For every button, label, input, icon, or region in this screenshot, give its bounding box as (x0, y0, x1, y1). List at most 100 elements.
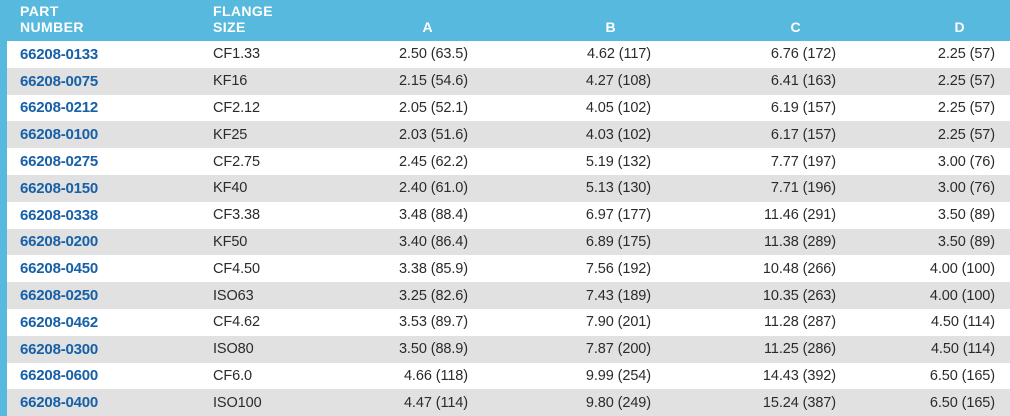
part-number-cell[interactable]: 66208-0075 (20, 72, 99, 90)
table-row: 66208-0150 KF40 2.40 (61.0) 5.13 (130) 7.71 … (0, 174, 1010, 202)
dim-b-cell: 9.99 (254) (585, 367, 651, 384)
dim-b-cell: 4.62 (117) (586, 46, 651, 63)
table-row: 66208-0462 CF4.62 3.53 (89.7) 7.90 (201) 11.… (0, 309, 1010, 336)
dim-b-cell: 6.97 (177) (585, 207, 651, 224)
header-row: PART NUMBER FLANGE SIZE A B C D (0, 0, 1010, 41)
dim-a-cell: 4.47 (114) (403, 394, 468, 411)
flange-size-cell: KF25 (213, 126, 248, 143)
flange-size-cell: ISO80 (213, 341, 254, 358)
dim-b-cell: 7.87 (200) (585, 341, 651, 358)
part-number-cell[interactable]: 66208-0275 (20, 153, 99, 171)
dim-d-cell: 6.50 (165) (929, 394, 995, 411)
part-number-cell[interactable]: 66208-0200 (20, 233, 99, 251)
table-row: 66208-0300 ISO80 3.50 (88.9) 7.87 (200) 11.2… (0, 335, 1010, 363)
dim-a-cell: 2.45 (62.2) (398, 153, 468, 170)
part-number-cell[interactable]: 66208-0250 (20, 287, 99, 305)
dim-a-cell: 2.05 (52.1) (398, 99, 468, 116)
dim-d-cell: 4.50 (114) (930, 341, 995, 358)
dim-d-cell: 4.00 (100) (929, 260, 995, 277)
dim-a-cell: 2.15 (54.6) (398, 73, 468, 90)
dim-c-cell: 15.24 (387) (762, 394, 836, 411)
part-number-cell[interactable]: 66208-0133 (20, 45, 99, 63)
flange-size-cell: CF2.12 (213, 99, 260, 116)
dim-d-cell: 3.00 (76) (937, 153, 995, 170)
dim-b-cell: 6.89 (175) (585, 233, 651, 250)
dim-c-cell: 11.46 (291) (764, 207, 836, 224)
dim-d-cell: 2.25 (57) (937, 126, 995, 143)
part-number-cell[interactable]: 66208-0150 (20, 179, 99, 197)
dim-a-cell: 2.50 (63.5) (398, 46, 468, 63)
dim-c-cell: 6.19 (157) (770, 99, 836, 116)
part-number-cell[interactable]: 66208-0300 (20, 340, 99, 358)
flange-size-cell: CF6.0 (213, 367, 252, 384)
dim-b-cell: 5.13 (130) (585, 180, 651, 197)
left-accent-bar (0, 0, 7, 416)
header-dim-b: B (500, 0, 680, 41)
dim-a-cell: 2.03 (51.6) (398, 126, 468, 143)
header-dim-a: A (330, 0, 500, 41)
dim-c-cell: 6.17 (157) (770, 126, 836, 143)
table-row: 66208-0338 CF3.38 3.48 (88.4) 6.97 (177) 11.… (0, 202, 1010, 229)
dim-a-cell: 3.50 (88.9) (398, 341, 468, 358)
table-row: 66208-0275 CF2.75 2.45 (62.2) 5.19 (132) 7.7… (0, 148, 1010, 175)
part-number-cell[interactable]: 66208-0100 (20, 126, 99, 144)
dim-d-cell: 4.50 (114) (930, 314, 995, 331)
flange-size-cell: KF50 (213, 233, 248, 250)
table-body: 66208-0133 CF1.33 2.50 (63.5) 4.62 (117) 6.7… (0, 41, 1010, 416)
dim-d-cell: 3.50 (89) (937, 207, 995, 224)
header-part-number: PART NUMBER (0, 0, 200, 41)
flange-size-cell: ISO63 (213, 287, 254, 304)
flange-size-cell: CF2.75 (213, 153, 260, 170)
dim-b-cell: 5.19 (132) (585, 153, 651, 170)
part-number-cell[interactable]: 66208-0462 (20, 313, 99, 331)
dim-a-cell: 4.66 (118) (403, 367, 468, 384)
part-number-cell[interactable]: 66208-0600 (20, 367, 99, 385)
dim-d-cell: 6.50 (165) (929, 367, 995, 384)
table-row: 66208-0600 CF6.0 4.66 (118) 9.99 (254) 14.43… (0, 363, 1010, 390)
dim-b-cell: 7.43 (189) (585, 287, 651, 304)
dim-d-cell: 3.00 (76) (937, 180, 995, 197)
dim-c-cell: 6.41 (163) (770, 73, 836, 90)
table-row: 66208-0200 KF50 3.40 (86.4) 6.89 (175) 11.38… (0, 228, 1010, 256)
table-row: 66208-0450 CF4.50 3.38 (85.9) 7.56 (192) 10.… (0, 255, 1010, 282)
dim-c-cell: 7.77 (197) (770, 153, 836, 170)
dim-d-cell: 2.25 (57) (937, 99, 995, 116)
table-header: PART NUMBER FLANGE SIZE A B C D (0, 0, 1010, 41)
part-number-cell[interactable]: 66208-0338 (20, 206, 99, 224)
flange-size-cell: ISO100 (213, 394, 262, 411)
header-dim-d: D (857, 0, 1010, 41)
dim-b-cell: 4.05 (102) (585, 99, 651, 116)
table-row: 66208-0133 CF1.33 2.50 (63.5) 4.62 (117) 6.7… (0, 41, 1010, 68)
table-row: 66208-0212 CF2.12 2.05 (52.1) 4.05 (102) 6.1… (0, 95, 1010, 122)
table-row: 66208-0100 KF25 2.03 (51.6) 4.03 (102) 6.17 … (0, 121, 1010, 149)
header-dim-c: C (680, 0, 857, 41)
table-row: 66208-0250 ISO63 3.25 (82.6) 7.43 (189) 10.3… (0, 282, 1010, 309)
header-flange-size: FLANGE SIZE (200, 0, 330, 41)
dim-d-cell: 2.25 (57) (937, 73, 995, 90)
dim-b-cell: 7.90 (201) (585, 314, 651, 331)
flange-size-cell: KF40 (213, 180, 248, 197)
dim-a-cell: 2.40 (61.0) (398, 180, 468, 197)
dim-c-cell: 6.76 (172) (770, 46, 836, 63)
table-row: 66208-0075 KF16 2.15 (54.6) 4.27 (108) 6.41 … (0, 67, 1010, 95)
dim-b-cell: 7.56 (192) (585, 260, 651, 277)
dim-d-cell: 4.00 (100) (929, 287, 995, 304)
flange-size-cell: CF4.62 (213, 314, 260, 331)
dim-c-cell: 11.28 (287) (764, 314, 836, 331)
dim-a-cell: 3.53 (89.7) (398, 314, 468, 331)
part-number-cell[interactable]: 66208-0400 (20, 394, 99, 412)
part-number-cell[interactable]: 66208-0212 (20, 99, 99, 117)
table-row: 66208-0400 ISO100 4.47 (114) 9.80 (249) 15.2… (0, 389, 1010, 416)
dim-c-cell: 10.48 (266) (762, 260, 836, 277)
part-number-cell[interactable]: 66208-0450 (20, 260, 99, 278)
dim-b-cell: 4.03 (102) (585, 126, 651, 143)
dim-b-cell: 4.27 (108) (585, 73, 651, 90)
flange-size-cell: CF4.50 (213, 260, 260, 277)
flange-size-cell: CF1.33 (213, 46, 260, 63)
dim-c-cell: 10.35 (263) (762, 287, 836, 304)
dim-c-cell: 11.25 (286) (764, 341, 836, 358)
dim-a-cell: 3.40 (86.4) (398, 233, 468, 250)
dim-a-cell: 3.48 (88.4) (398, 207, 468, 224)
